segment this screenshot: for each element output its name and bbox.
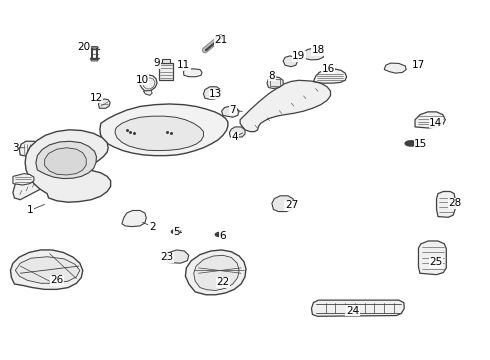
Polygon shape	[418, 241, 446, 275]
Text: 10: 10	[136, 75, 149, 85]
Polygon shape	[91, 59, 98, 61]
Text: 28: 28	[448, 198, 462, 208]
Text: 15: 15	[414, 139, 427, 149]
Polygon shape	[36, 141, 97, 179]
Ellipse shape	[171, 229, 180, 234]
Polygon shape	[203, 87, 221, 99]
Polygon shape	[437, 192, 455, 217]
Polygon shape	[384, 63, 406, 73]
Polygon shape	[159, 63, 173, 80]
Text: 4: 4	[232, 132, 239, 142]
Polygon shape	[303, 48, 324, 60]
Polygon shape	[185, 250, 246, 295]
Text: 23: 23	[160, 252, 173, 262]
Polygon shape	[240, 80, 331, 132]
Polygon shape	[91, 46, 98, 48]
Polygon shape	[45, 148, 86, 175]
Text: 7: 7	[229, 105, 236, 115]
Text: 2: 2	[149, 222, 155, 231]
Polygon shape	[415, 112, 445, 128]
Text: 22: 22	[217, 277, 230, 287]
Text: 9: 9	[154, 58, 160, 68]
Polygon shape	[10, 250, 83, 289]
Ellipse shape	[215, 232, 224, 237]
Text: 16: 16	[321, 64, 335, 74]
Text: 3: 3	[12, 143, 19, 153]
Text: 19: 19	[292, 51, 305, 61]
Text: 18: 18	[312, 45, 325, 55]
Text: 27: 27	[285, 200, 298, 210]
Polygon shape	[312, 300, 404, 316]
Text: 11: 11	[177, 60, 191, 70]
Polygon shape	[15, 257, 80, 283]
Text: 17: 17	[412, 60, 425, 70]
Polygon shape	[122, 211, 147, 226]
Polygon shape	[144, 90, 152, 95]
Text: 8: 8	[269, 71, 275, 81]
Text: 1: 1	[26, 206, 33, 216]
Polygon shape	[13, 174, 34, 185]
Polygon shape	[283, 56, 298, 67]
Polygon shape	[272, 196, 295, 212]
Text: 26: 26	[50, 275, 64, 285]
Polygon shape	[98, 99, 110, 108]
Polygon shape	[115, 116, 203, 150]
Text: 6: 6	[220, 231, 226, 240]
Polygon shape	[143, 77, 155, 89]
Polygon shape	[25, 130, 111, 202]
Polygon shape	[267, 77, 283, 89]
Polygon shape	[13, 158, 72, 200]
Polygon shape	[166, 250, 189, 263]
Text: 24: 24	[346, 306, 359, 316]
Text: 20: 20	[77, 42, 90, 51]
Text: 25: 25	[429, 257, 442, 267]
Polygon shape	[314, 69, 346, 83]
Text: 21: 21	[214, 35, 227, 45]
Text: 5: 5	[173, 227, 180, 237]
Polygon shape	[19, 141, 41, 156]
Polygon shape	[221, 106, 239, 117]
Text: 14: 14	[429, 118, 442, 128]
Text: 12: 12	[89, 93, 102, 103]
Ellipse shape	[405, 141, 417, 146]
Polygon shape	[229, 127, 245, 137]
Polygon shape	[183, 69, 202, 77]
Text: 13: 13	[209, 89, 222, 99]
Polygon shape	[162, 59, 170, 63]
Polygon shape	[194, 255, 239, 291]
Polygon shape	[100, 104, 228, 156]
